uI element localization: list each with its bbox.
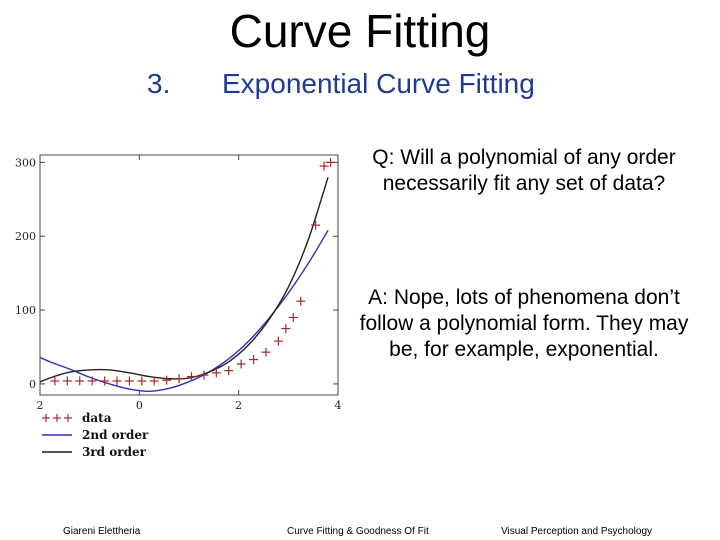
data-point: [137, 376, 147, 386]
series-line-3rd-order: [40, 176, 329, 383]
data-point: [149, 376, 159, 386]
legend-entry: 2nd order: [42, 428, 149, 442]
data-point: [261, 347, 271, 357]
data-point: [186, 372, 196, 382]
data-point: [50, 376, 60, 386]
y-tick-label: 200: [15, 230, 36, 243]
data-point: [100, 376, 110, 386]
y-tick-label: 300: [15, 156, 36, 169]
x-tick-label: 2: [37, 399, 44, 412]
data-point: [296, 296, 306, 306]
x-tick-label: 2: [235, 399, 242, 412]
chart-legend: data 2nd order 3rd order: [42, 411, 149, 459]
data-point: [326, 157, 336, 167]
y-tick-label: 0: [29, 378, 36, 391]
data-point: [112, 376, 122, 386]
slide-title: Curve Fitting: [229, 5, 491, 57]
chart-lines: [40, 176, 329, 393]
data-point: [273, 336, 283, 346]
data-point: [249, 355, 259, 365]
data-point: [211, 368, 221, 378]
legend-label: data: [82, 411, 112, 425]
chart-axes: [39, 154, 339, 396]
data-point: [162, 375, 172, 385]
y-tick-label: 100: [15, 304, 36, 317]
data-point: [224, 366, 234, 376]
section-number: 3.: [147, 68, 171, 99]
data-point: [62, 376, 72, 386]
legend-entry: data: [42, 411, 112, 425]
answer-text: A: Nope, lots of phenomena don’t follow …: [359, 286, 689, 361]
chart-markers: [50, 157, 336, 386]
x-tick-label: 0: [136, 399, 143, 412]
footer-left: Giareni Elettheria: [63, 526, 141, 537]
footer-right: Visual Perception and Psychology: [501, 526, 653, 537]
data-point: [236, 359, 246, 369]
data-point: [174, 374, 184, 384]
data-point: [124, 376, 134, 386]
legend-label: 2nd order: [82, 428, 149, 442]
data-point: [288, 312, 298, 322]
data-point: [75, 376, 85, 386]
question-text: Q: Will a polynomial of any order necess…: [372, 146, 676, 195]
data-point: [311, 220, 321, 230]
legend-entry: 3rd order: [42, 445, 147, 459]
data-point: [87, 376, 97, 386]
footer-center: Curve Fitting & Goodness Of Fit: [287, 526, 429, 537]
data-point: [319, 161, 329, 171]
data-point: [199, 370, 209, 380]
legend-label: 3rd order: [82, 445, 147, 459]
plot-frame: [39, 154, 339, 396]
section-title: Exponential Curve Fitting: [222, 68, 535, 99]
data-point: [281, 324, 291, 334]
x-tick-label: 4: [335, 399, 342, 412]
series-line-2nd-order: [40, 229, 329, 393]
